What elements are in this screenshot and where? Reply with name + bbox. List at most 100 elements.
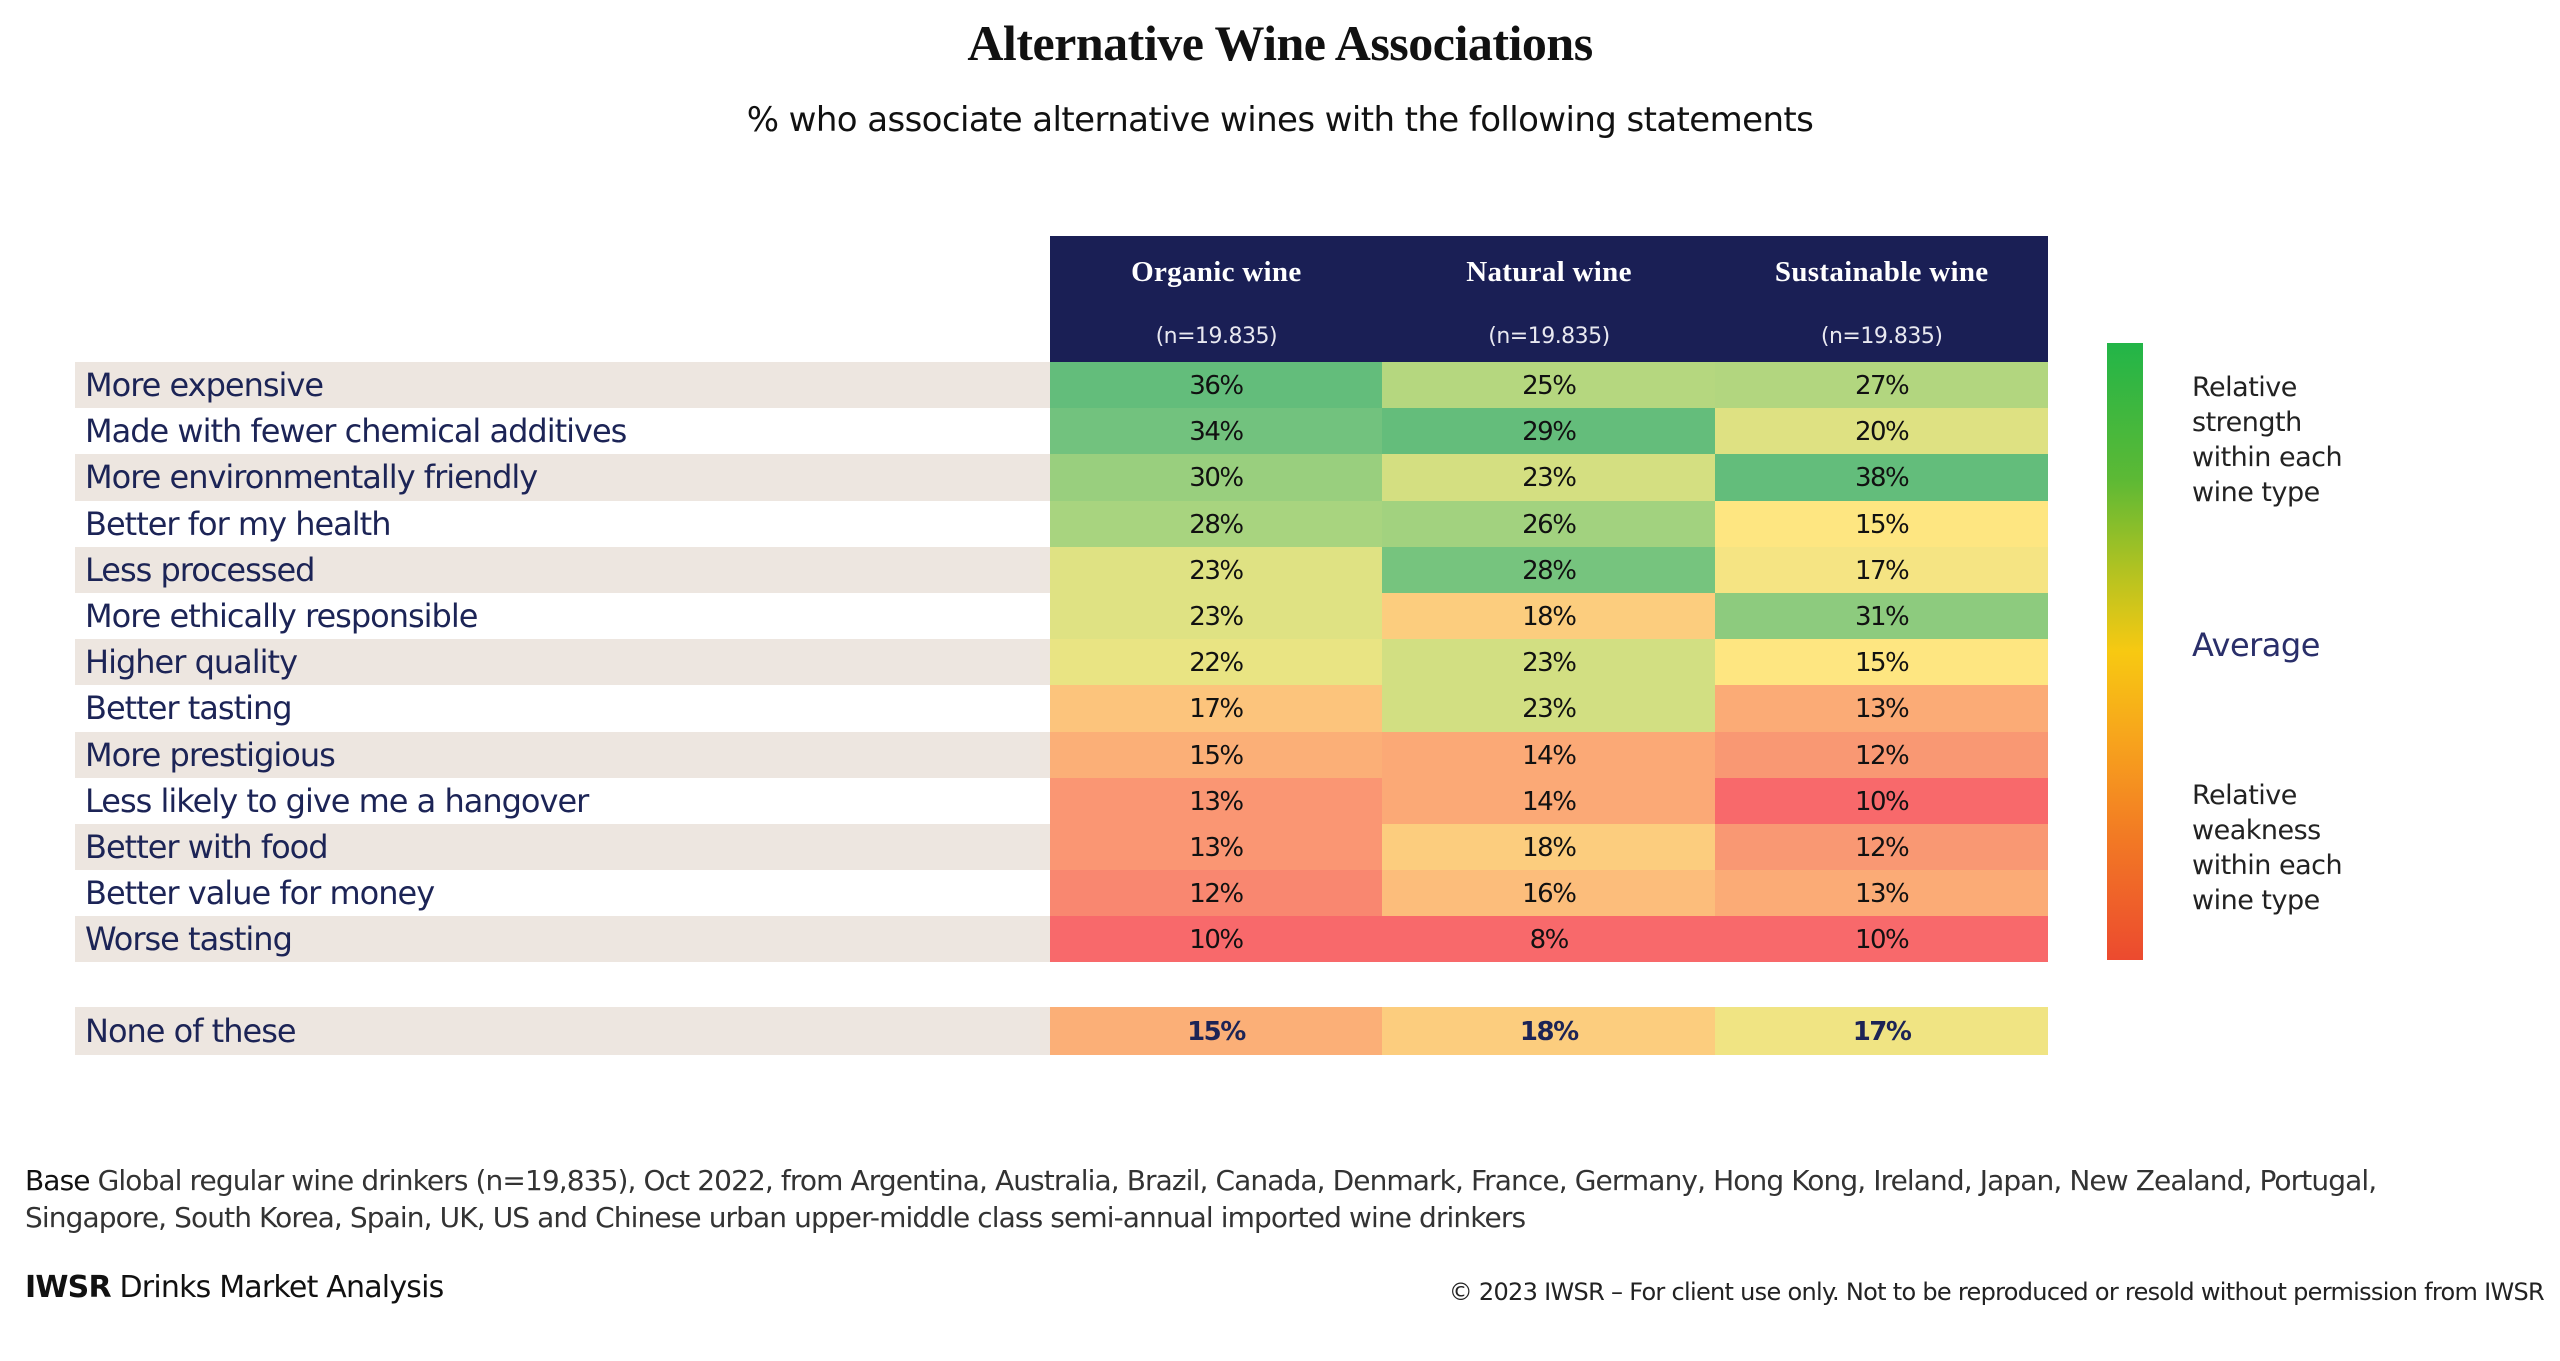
- heatmap-cell: 29%: [1382, 408, 1716, 455]
- column-header-natural: Natural wine (n=19.835): [1383, 236, 1716, 362]
- heatmap-cell: 10%: [1715, 916, 2048, 963]
- heatmap-cell: 23%: [1382, 454, 1716, 501]
- heatmap-cell: 28%: [1049, 500, 1383, 547]
- heatmap-cell: 15%: [1715, 639, 2048, 686]
- heatmap-cell: 18%: [1382, 592, 1716, 640]
- legend-line: Relative: [2192, 372, 2297, 403]
- row-label: Better with food: [75, 823, 1050, 871]
- heatmap-cell: 14%: [1382, 731, 1716, 778]
- heatmap-cell: 13%: [1715, 685, 2048, 732]
- column-header-sample-size: (n=19.835): [1488, 324, 1610, 349]
- heatmap-cell: 16%: [1382, 870, 1716, 917]
- brand-logo-text: IWSR: [25, 1270, 112, 1305]
- heatmap-cell: 34%: [1049, 408, 1383, 455]
- legend-line: wine type: [2192, 885, 2320, 916]
- heatmap-row: Higher quality 22% 23% 15%: [75, 639, 2048, 686]
- row-label: Less likely to give me a hangover: [85, 781, 589, 820]
- heatmap-cell: 18%: [1382, 823, 1716, 871]
- row-label: None of these: [75, 1007, 1050, 1055]
- column-header-sample-size: (n=19.835): [1820, 324, 1943, 349]
- copyright-notice: © 2023 IWSR – For client use only. Not t…: [1448, 1278, 2545, 1306]
- legend-average-label: Average: [2192, 626, 2320, 664]
- legend-line: wine type: [2192, 477, 2320, 508]
- heatmap-cell: 17%: [1715, 1007, 2048, 1055]
- heatmap-row: More environmentally friendly 30% 23% 38%: [75, 454, 2048, 501]
- heatmap-row: Better for my health 28% 26% 15%: [75, 500, 2048, 547]
- base-text: Global regular wine drinkers (n=19,835),…: [89, 1164, 2378, 1197]
- base-text-2: Singapore, South Korea, Spain, UK, US an…: [25, 1201, 1526, 1234]
- column-header-sustainable: Sustainable wine (n=19.835): [1715, 236, 2048, 362]
- base-key: Base: [25, 1164, 90, 1197]
- heatmap-cell: 12%: [1049, 870, 1383, 917]
- heatmap-cell: 30%: [1049, 454, 1383, 501]
- brand-tagline: Drinks Market Analysis: [110, 1270, 445, 1305]
- heatmap-cell: 13%: [1049, 823, 1383, 871]
- heatmap-cell: 23%: [1382, 685, 1716, 732]
- base-note: Base Global regular wine drinkers (n=19,…: [25, 1162, 2525, 1236]
- row-label: More ethically responsible: [85, 596, 478, 635]
- heatmap-cell: 22%: [1049, 639, 1383, 686]
- heatmap-cell: 36%: [1049, 362, 1383, 409]
- heatmap-cell: 12%: [1715, 731, 2048, 778]
- legend-line: weakness: [2192, 815, 2321, 846]
- legend-line: within each: [2192, 850, 2343, 881]
- row-label: Made with fewer chemical additives: [85, 412, 627, 451]
- row-label: Worse tasting: [75, 916, 1050, 963]
- heatmap-cell: 15%: [1049, 731, 1383, 778]
- heatmap-row: Better with food 13% 18% 12%: [75, 823, 2048, 871]
- table-header: Organic wine (n=19.835) Natural wine (n=…: [1050, 236, 2048, 362]
- heatmap-cell: 10%: [1715, 777, 2048, 824]
- legend-strength-label: Relative strength within each wine type: [2192, 370, 2343, 510]
- column-header-name: Sustainable wine: [1774, 256, 1989, 288]
- heatmap-cell: 28%: [1382, 546, 1716, 593]
- column-header-name: Organic wine: [1131, 256, 1302, 288]
- heatmap-cell: 20%: [1715, 408, 2048, 455]
- heatmap-row: Less likely to give me a hangover 13% 14% 1…: [75, 777, 2048, 824]
- row-label: Better value for money: [85, 874, 435, 913]
- heatmap-cell: 26%: [1382, 500, 1716, 547]
- heatmap-row: Better tasting 17% 23% 13%: [75, 685, 2048, 732]
- heatmap-cell: 12%: [1715, 823, 2048, 871]
- heatmap-cell: 8%: [1382, 916, 1716, 963]
- legend-line: strength: [2192, 407, 2302, 438]
- heatmap-cell: 38%: [1715, 454, 2048, 501]
- heatmap-cell: 25%: [1382, 362, 1716, 409]
- row-label: Better tasting: [85, 689, 293, 728]
- heatmap-cell: 15%: [1049, 1007, 1383, 1055]
- heatmap-cell: 23%: [1049, 592, 1383, 640]
- chart-subtitle: % who associate alternative wines with t…: [746, 100, 1814, 140]
- heatmap-row: More expensive 36% 25% 27%: [75, 362, 2048, 409]
- chart-title: Alternative Wine Associations: [967, 15, 1593, 71]
- heatmap-cell: 13%: [1049, 777, 1383, 824]
- row-label: More prestigious: [75, 731, 1050, 778]
- heatmap-cell: 13%: [1715, 870, 2048, 917]
- brand-line: IWSR Drinks Market Analysis: [25, 1270, 444, 1305]
- column-header-name: Natural wine: [1466, 256, 1632, 288]
- heatmap-row: Less processed 23% 28% 17%: [75, 546, 2048, 593]
- row-label: Less processed: [75, 546, 1050, 593]
- row-label: Higher quality: [75, 639, 1050, 686]
- column-header-organic: Organic wine (n=19.835): [1050, 236, 1383, 362]
- row-label: More expensive: [75, 362, 1050, 409]
- heatmap-cell: 10%: [1049, 916, 1383, 963]
- heatmap-cell: 17%: [1049, 685, 1383, 732]
- heatmap-cell: 23%: [1382, 639, 1716, 686]
- heatmap-row: More ethically responsible 23% 18% 31%: [75, 592, 2048, 640]
- legend-line: within each: [2192, 442, 2343, 473]
- heatmap-row: Made with fewer chemical additives 34% 29%…: [75, 408, 2048, 455]
- summary-row-none-of-these: None of these 15% 18% 17%: [75, 1007, 2048, 1055]
- heatmap-row: More prestigious 15% 14% 12%: [75, 731, 2048, 778]
- row-label: More environmentally friendly: [75, 454, 1050, 501]
- legend-weakness-label: Relative weakness within each wine type: [2192, 778, 2343, 918]
- row-label: Better for my health: [85, 504, 391, 543]
- heatmap-cell: 17%: [1715, 546, 2048, 593]
- heatmap-cell: 15%: [1715, 500, 2048, 547]
- heatmap-rows: More expensive 36% 25% 27% Made with fewer c…: [75, 362, 2048, 963]
- heatmap-cell: 18%: [1382, 1007, 1716, 1055]
- column-header-sample-size: (n=19.835): [1155, 324, 1278, 349]
- heatmap-row: Better value for money 12% 16% 13%: [75, 870, 2048, 917]
- legend-color-scale: [2107, 343, 2143, 960]
- heatmap-cell: 27%: [1715, 362, 2048, 409]
- heatmap-cell: 14%: [1382, 777, 1716, 824]
- heatmap-cell: 23%: [1049, 546, 1383, 593]
